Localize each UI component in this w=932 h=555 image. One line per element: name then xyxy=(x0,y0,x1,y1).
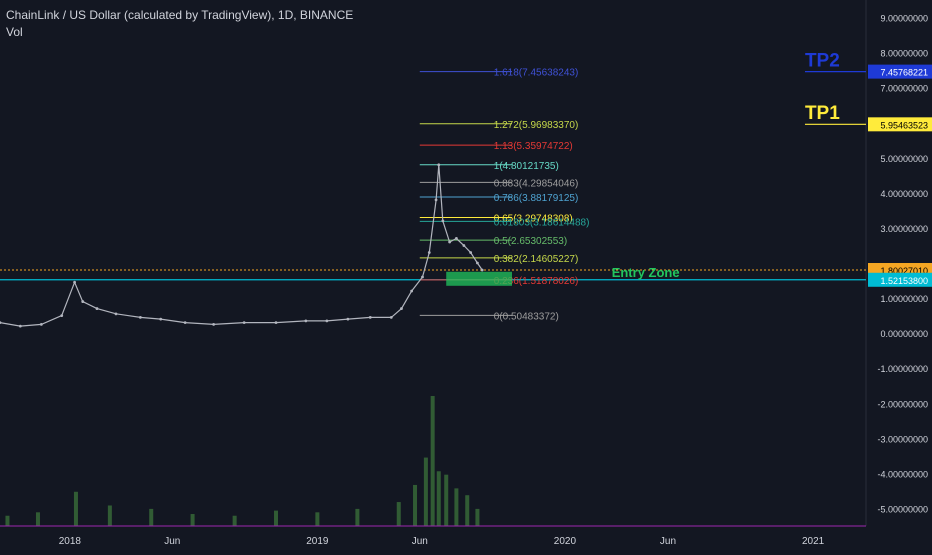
price-point xyxy=(427,251,431,254)
y-tick-label: 1.00000000 xyxy=(880,294,928,304)
y-tick-label: 4.00000000 xyxy=(880,189,928,199)
price-point xyxy=(410,289,414,293)
price-point xyxy=(242,321,246,325)
fib-level-label: 1.272(5.96983370) xyxy=(494,120,579,131)
entry-price-line-label: 1.52153800 xyxy=(880,276,928,286)
price-point xyxy=(183,321,187,325)
price-point xyxy=(274,321,278,325)
y-tick-label: -3.00000000 xyxy=(877,434,928,444)
x-tick-label: 2021 xyxy=(802,536,825,547)
entry-zone-annotation: Entry Zone xyxy=(612,265,680,280)
y-tick-label: 9.00000000 xyxy=(880,14,928,24)
y-tick-label: -5.00000000 xyxy=(877,504,928,514)
volume-bar xyxy=(107,505,112,526)
x-tick-label: Jun xyxy=(412,536,428,547)
current-price-line-label: 1.80027010 xyxy=(880,266,928,276)
price-point xyxy=(441,219,445,223)
price-point xyxy=(325,319,329,323)
fib-level-label: 0(0.50483372) xyxy=(494,311,559,322)
y-tick-label: -4.00000000 xyxy=(877,469,928,479)
y-tick-label: 3.00000000 xyxy=(880,224,928,234)
price-point xyxy=(454,237,458,240)
volume-bar xyxy=(430,396,435,526)
x-tick-label: Jun xyxy=(660,536,676,547)
price-point xyxy=(480,268,484,272)
fib-level-label: 0.883(4.29854046) xyxy=(494,178,579,189)
volume-bar xyxy=(436,471,441,526)
price-point xyxy=(434,198,438,202)
price-point xyxy=(39,322,43,326)
price-point xyxy=(114,312,118,316)
price-series-line xyxy=(0,164,483,327)
fib-level-label: 1.13(5.35974722) xyxy=(494,141,573,152)
fib-level-label: 0.382(2.14605227) xyxy=(494,254,579,265)
volume-bar xyxy=(355,508,360,526)
entry-zone-box xyxy=(446,271,513,286)
x-tick-label: 2018 xyxy=(59,536,82,547)
price-point xyxy=(400,307,403,310)
price-point xyxy=(304,319,308,323)
volume-label: Vol xyxy=(6,25,23,39)
tp1-line-tag xyxy=(868,117,932,132)
price-point xyxy=(138,315,142,319)
tp2-annotation: TP2 xyxy=(805,51,840,72)
volume-bar xyxy=(454,488,459,526)
price-point xyxy=(0,321,2,325)
price-point xyxy=(389,315,393,319)
price-point xyxy=(368,315,372,319)
entry-price-line-tag xyxy=(868,272,932,287)
tp2-line-tag xyxy=(868,64,932,79)
fib-level-label: 0.65(3.29748308) xyxy=(494,214,573,225)
price-point xyxy=(346,317,350,321)
volume-bar xyxy=(465,495,470,526)
price-point xyxy=(95,307,99,310)
y-tick-label: 8.00000000 xyxy=(880,49,928,59)
tp1-line-label: 5.95463523 xyxy=(880,120,928,130)
price-point xyxy=(212,322,216,326)
volume-bar xyxy=(475,508,480,526)
price-point xyxy=(476,261,479,265)
fib-level-label: 1.618(7.45638243) xyxy=(494,68,579,79)
volume-bar xyxy=(190,514,195,526)
x-tick-label: Jun xyxy=(164,536,180,547)
fib-level-label: 0.61803(3.18614488) xyxy=(494,217,590,228)
y-tick-label: 7.00000000 xyxy=(880,84,928,94)
price-point xyxy=(73,280,76,284)
volume-bar xyxy=(396,502,401,526)
volume-bar xyxy=(423,457,428,526)
y-tick-label: 5.00000000 xyxy=(880,154,928,164)
tp1-annotation: TP1 xyxy=(805,103,840,124)
price-point xyxy=(159,317,163,321)
x-tick-label: 2020 xyxy=(554,536,577,547)
price-point xyxy=(462,244,466,247)
y-tick-label: -2.00000000 xyxy=(877,399,928,409)
volume-bar xyxy=(232,515,237,526)
fib-level-label: 0.236(1.51878026) xyxy=(494,276,579,287)
price-point xyxy=(421,275,424,279)
price-point xyxy=(18,324,22,328)
price-point xyxy=(437,163,441,167)
volume-bar xyxy=(444,474,449,526)
price-point xyxy=(60,314,64,317)
volume-bar xyxy=(274,510,279,526)
volume-bar xyxy=(5,515,10,526)
volume-bar xyxy=(73,491,78,526)
volume-bar xyxy=(35,512,40,526)
y-tick-label: -1.00000000 xyxy=(877,364,928,374)
tp2-line-label: 7.45768221 xyxy=(880,68,928,78)
volume-bar xyxy=(315,512,320,526)
x-tick-label: 2019 xyxy=(306,536,329,547)
price-point xyxy=(81,300,85,303)
price-point xyxy=(448,240,452,244)
volume-bar xyxy=(149,508,154,526)
fib-level-label: 0.5(2.65302553) xyxy=(494,236,567,247)
volume-bar xyxy=(413,484,418,526)
price-point xyxy=(469,251,473,254)
chart-title: ChainLink / US Dollar (calculated by Tra… xyxy=(6,8,354,22)
fib-level-label: 1(4.80121735) xyxy=(494,161,559,172)
y-tick-label: 0.00000000 xyxy=(880,329,928,339)
fib-level-label: 0.786(3.88179125) xyxy=(494,193,579,204)
